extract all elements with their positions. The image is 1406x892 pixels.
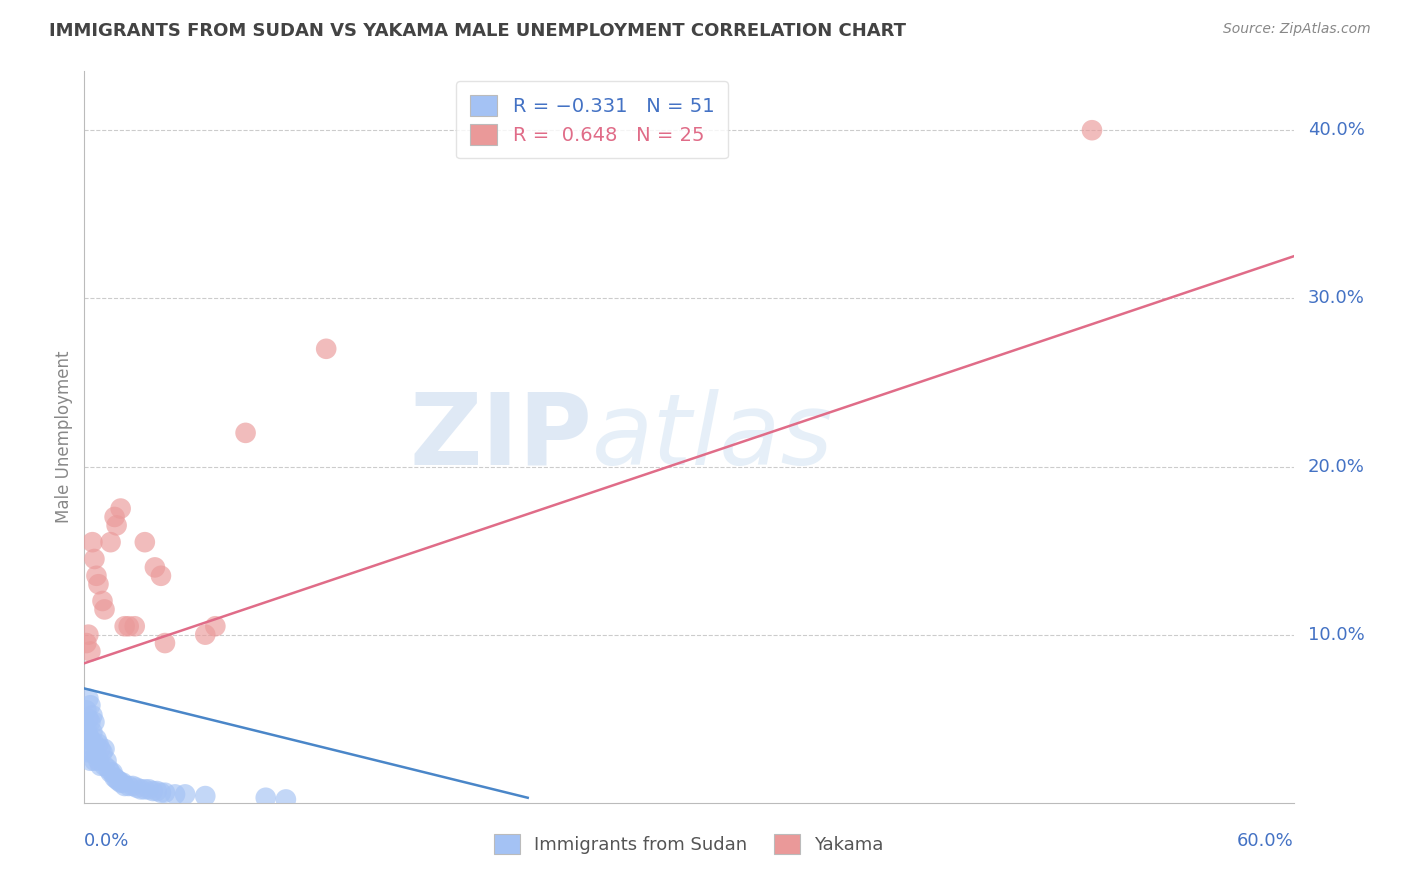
Text: IMMIGRANTS FROM SUDAN VS YAKAMA MALE UNEMPLOYMENT CORRELATION CHART: IMMIGRANTS FROM SUDAN VS YAKAMA MALE UNE… — [49, 22, 907, 40]
Point — [79, 715, 101, 730]
Text: ZIP: ZIP — [409, 389, 592, 485]
Point — [153, 636, 176, 650]
Point — [146, 784, 169, 798]
Point — [86, 731, 108, 746]
Point — [104, 771, 127, 785]
Point — [110, 775, 132, 789]
Legend: Immigrants from Sudan, Yakama: Immigrants from Sudan, Yakama — [482, 822, 896, 867]
Point — [82, 745, 104, 759]
Point — [105, 772, 128, 787]
Point — [77, 712, 100, 726]
Point — [75, 703, 97, 717]
Point — [97, 762, 120, 776]
Point — [134, 782, 156, 797]
Point — [274, 792, 297, 806]
Point — [83, 754, 105, 768]
Point — [79, 731, 101, 746]
Point — [165, 788, 187, 802]
Point — [82, 535, 104, 549]
Point — [79, 754, 101, 768]
Point — [114, 619, 136, 633]
Text: 10.0%: 10.0% — [1308, 625, 1365, 644]
Point — [204, 619, 226, 633]
Point — [100, 765, 122, 780]
Text: 40.0%: 40.0% — [1308, 121, 1365, 139]
Point — [89, 742, 111, 756]
Text: 30.0%: 30.0% — [1308, 289, 1365, 308]
Point — [91, 594, 114, 608]
Point — [82, 708, 104, 723]
Point — [149, 569, 172, 583]
Point — [87, 577, 110, 591]
Point — [77, 745, 100, 759]
Point — [153, 786, 176, 800]
Point — [104, 510, 127, 524]
Text: Source: ZipAtlas.com: Source: ZipAtlas.com — [1223, 22, 1371, 37]
Point — [83, 552, 105, 566]
Text: 20.0%: 20.0% — [1308, 458, 1365, 475]
Point — [315, 342, 337, 356]
Y-axis label: Male Unemployment: Male Unemployment — [55, 351, 73, 524]
Point — [100, 535, 122, 549]
Point — [101, 765, 124, 780]
Point — [107, 773, 129, 788]
Point — [91, 745, 114, 759]
Point — [83, 737, 105, 751]
Point — [194, 627, 217, 641]
Point — [143, 560, 166, 574]
Point — [235, 425, 257, 440]
Point — [93, 602, 115, 616]
Point — [77, 691, 100, 706]
Point — [82, 725, 104, 739]
Point — [110, 501, 132, 516]
Point — [129, 782, 152, 797]
Point — [174, 788, 197, 802]
Point — [77, 729, 100, 743]
Point — [86, 748, 108, 763]
Text: 0.0%: 0.0% — [84, 832, 129, 850]
Point — [79, 698, 101, 713]
Point — [79, 644, 101, 658]
Point — [86, 569, 108, 583]
Point — [254, 790, 277, 805]
Point — [194, 789, 217, 803]
Point — [111, 775, 134, 789]
Text: atlas: atlas — [592, 389, 834, 485]
Point — [87, 737, 110, 751]
Point — [118, 619, 141, 633]
Point — [93, 742, 115, 756]
Point — [114, 779, 136, 793]
Text: 60.0%: 60.0% — [1237, 832, 1294, 850]
Point — [87, 754, 110, 768]
Point — [134, 535, 156, 549]
Point — [124, 619, 146, 633]
Point — [118, 779, 141, 793]
Point — [75, 636, 97, 650]
Point — [93, 759, 115, 773]
Point — [138, 782, 160, 797]
Point — [105, 518, 128, 533]
Point — [121, 779, 143, 793]
Point — [77, 627, 100, 641]
Point — [125, 780, 148, 795]
Point — [142, 784, 165, 798]
Point — [1081, 123, 1104, 137]
Point — [83, 715, 105, 730]
Point — [75, 737, 97, 751]
Point — [89, 759, 111, 773]
Point — [75, 720, 97, 734]
Point — [96, 754, 118, 768]
Point — [149, 786, 172, 800]
